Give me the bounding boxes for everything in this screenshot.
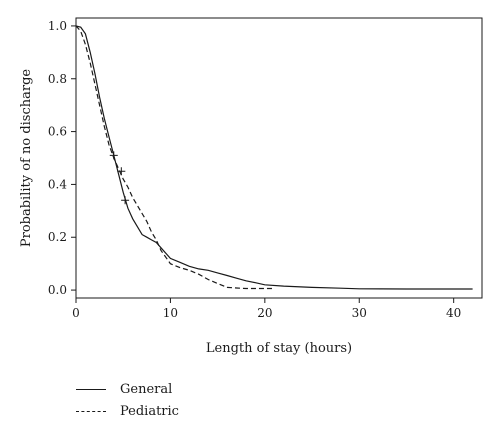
survival-chart: 0 10 20 30 40 0.0 0.2 0.4 0.6 0.8 1.0 Length of s… — [19, 17, 483, 356]
legend-item-general: General — [76, 378, 179, 400]
y-tick-label: 0.6 — [48, 125, 67, 139]
x-tick-label: 40 — [446, 306, 461, 320]
x-tick-label: 30 — [352, 306, 367, 320]
y-tick-label: 0.2 — [48, 230, 67, 244]
censor-mark — [121, 196, 130, 205]
series-line-pediatric — [75, 25, 275, 290]
series-line-general — [75, 25, 473, 290]
series-layer — [75, 25, 473, 290]
legend-swatch-dashed — [76, 410, 106, 412]
x-tick-label: 20 — [257, 306, 272, 320]
legend-label-general: General — [120, 381, 173, 397]
x-axis: 0 10 20 30 40 — [72, 298, 461, 320]
legend: General Pediatric — [76, 378, 179, 422]
x-tick-label: 0 — [72, 306, 80, 320]
y-axis-title: Probability of no discharge — [19, 69, 34, 248]
y-axis: 0.0 0.2 0.4 0.6 0.8 1.0 — [48, 19, 76, 297]
y-tick-label: 0.4 — [48, 177, 67, 191]
x-axis-title: Length of stay (hours) — [206, 341, 352, 356]
y-tick-label: 0.0 — [48, 283, 67, 297]
legend-label-pediatric: Pediatric — [120, 403, 179, 419]
legend-swatch-solid — [76, 388, 106, 390]
plot-frame — [75, 17, 483, 299]
legend-item-pediatric: Pediatric — [76, 400, 179, 422]
x-tick-label: 10 — [163, 306, 178, 320]
y-tick-label: 1.0 — [48, 19, 67, 33]
y-tick-label: 0.8 — [48, 72, 67, 86]
